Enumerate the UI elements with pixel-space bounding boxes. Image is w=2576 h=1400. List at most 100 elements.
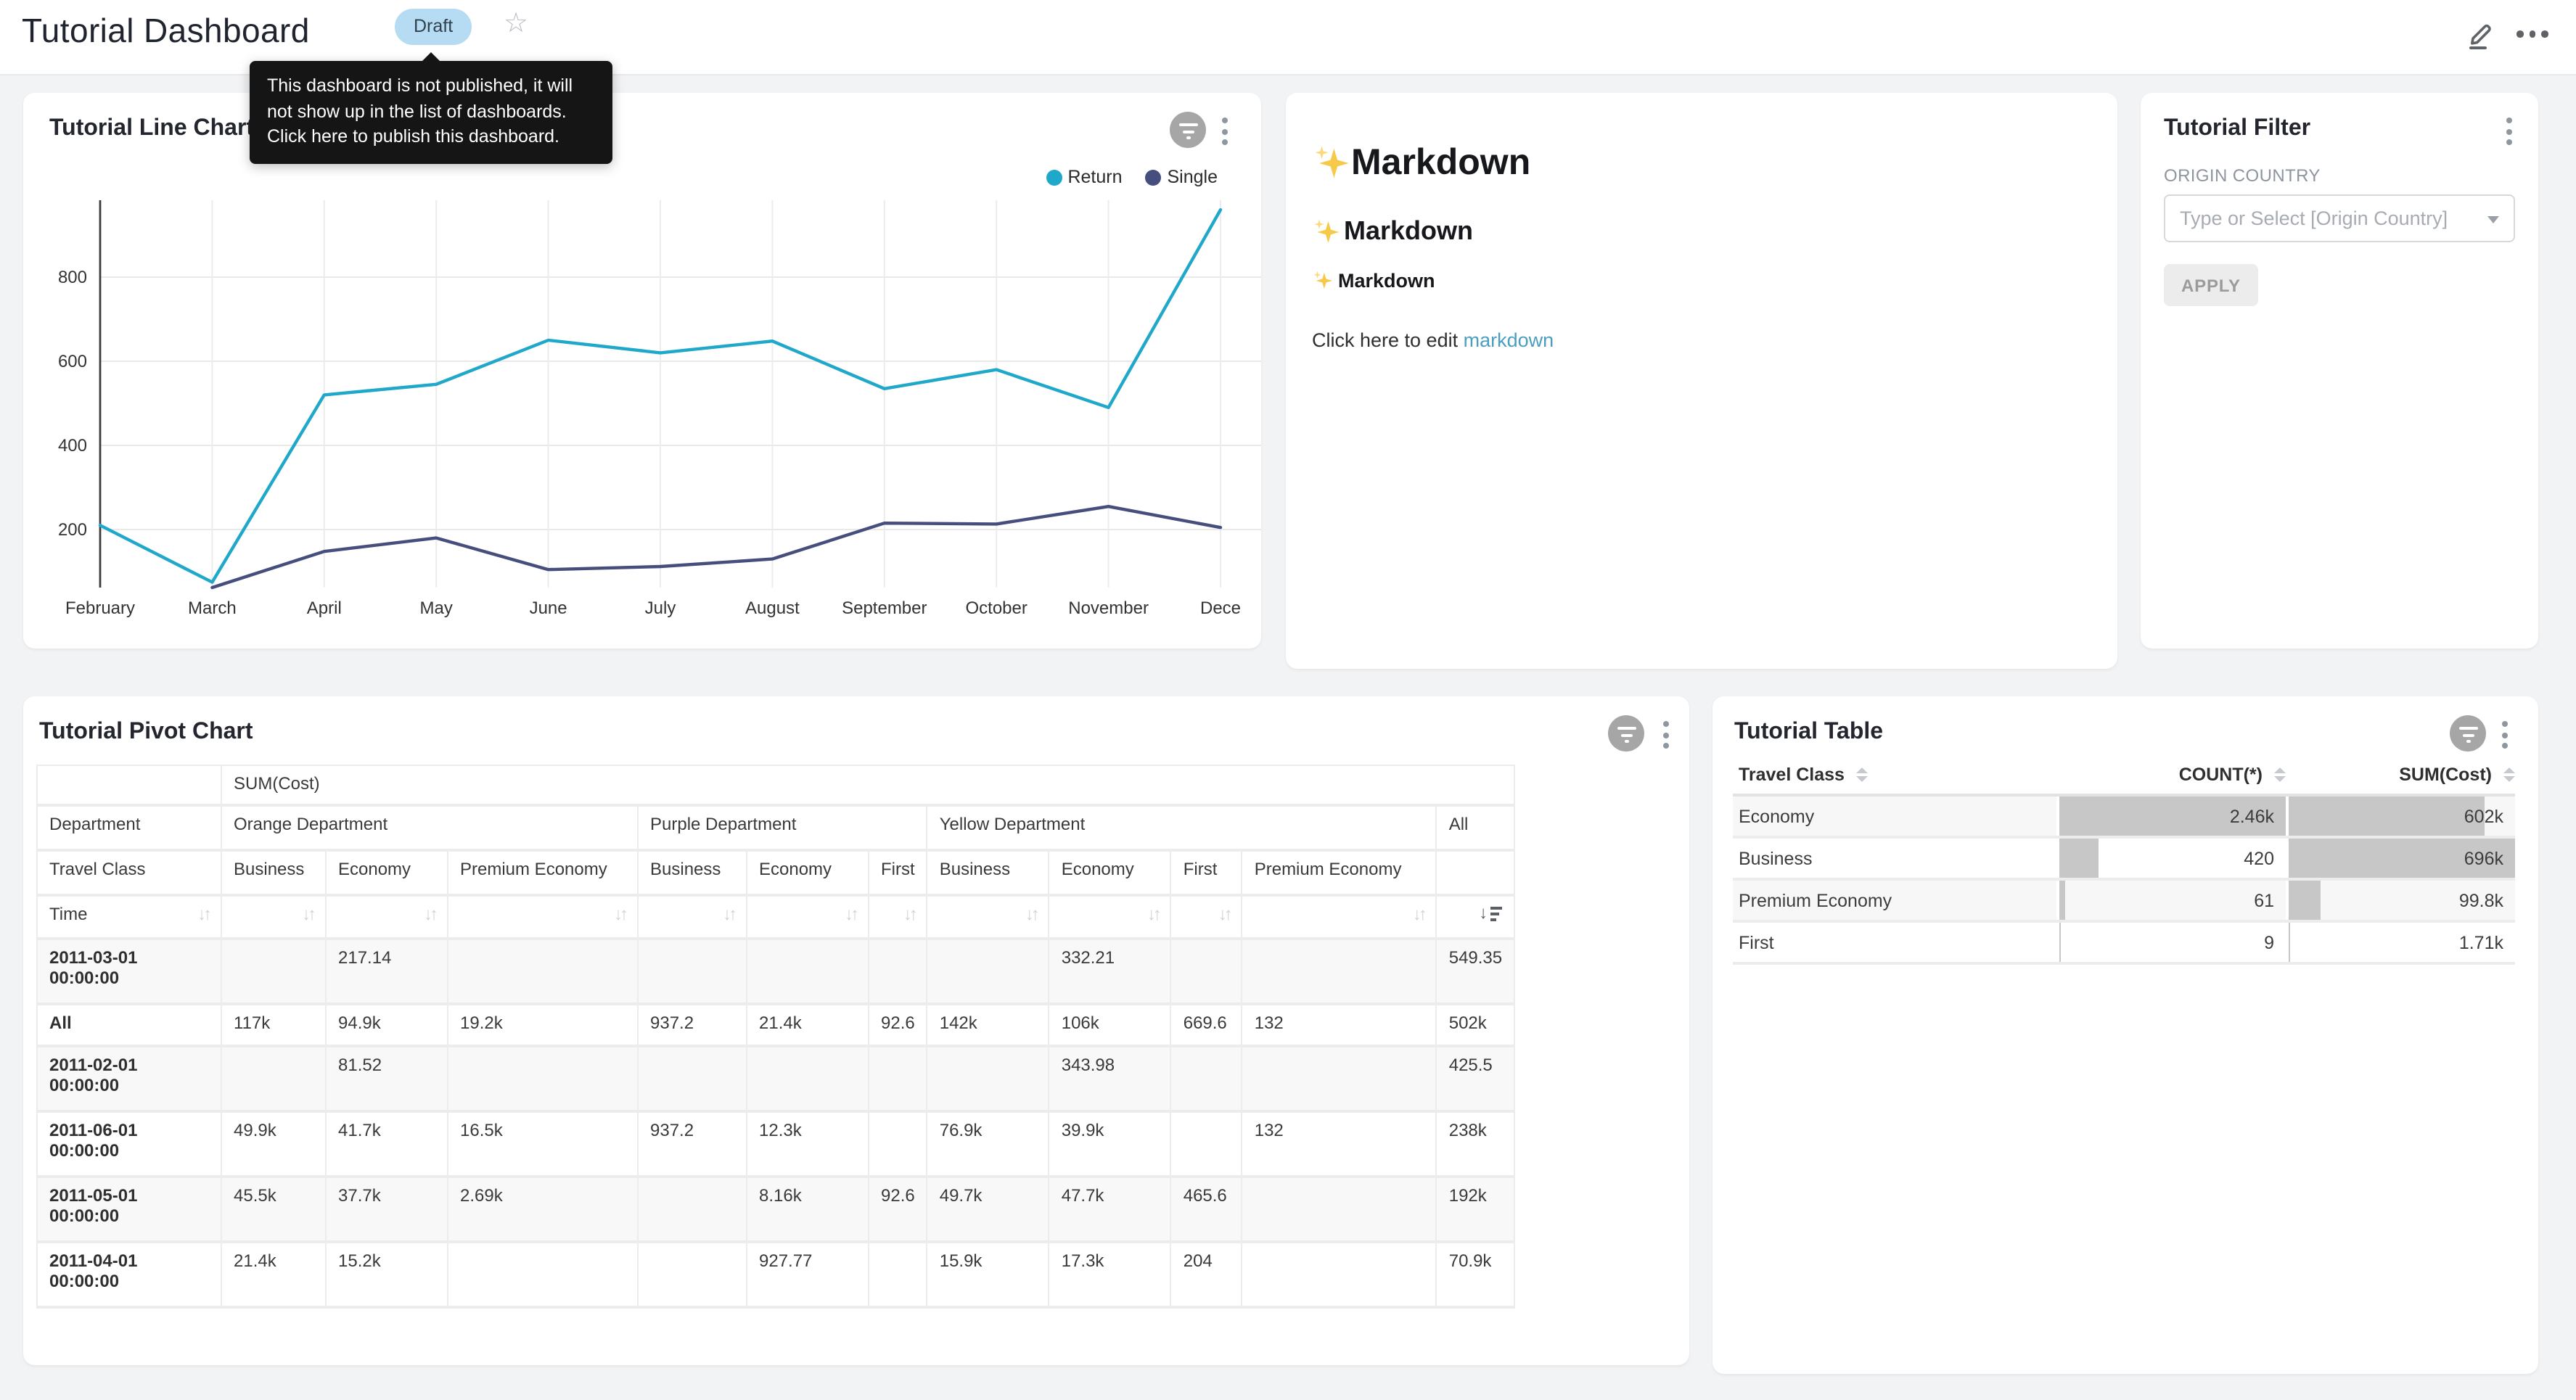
svg-text:May: May — [420, 598, 453, 618]
pivot-cell — [1172, 1047, 1243, 1113]
table-panel: Tutorial Table Travel Class COUNT(*) SUM… — [1712, 696, 2538, 1374]
pivot-chart-title: Tutorial Pivot Chart — [39, 720, 253, 746]
edit-pencil-icon[interactable] — [2461, 16, 2499, 54]
publish-tooltip[interactable]: This dashboard is not published, it will… — [250, 61, 612, 163]
data-table: Travel Class COUNT(*) SUM(Cost) Economy … — [1733, 756, 2515, 965]
pivot-cell: 117k — [222, 1005, 327, 1047]
sort-icon[interactable]: ↓↑ — [845, 904, 856, 924]
markdown-body: Markdown Markdown Markdown Click here to… — [1312, 107, 2091, 351]
sort-icon[interactable]: ↓↑ — [1147, 904, 1159, 924]
chart-menu-icon[interactable] — [1660, 718, 1672, 752]
pivot-cell — [1243, 1243, 1437, 1309]
pivot-col-header: Economy — [327, 852, 448, 897]
sparkles-icon — [1312, 217, 1341, 246]
pivot-cell — [747, 1047, 869, 1113]
pivot-sort-cell[interactable]: ↓↑ — [928, 897, 1050, 940]
filter-indicator-icon[interactable] — [1608, 715, 1644, 752]
pivot-time-header[interactable]: Time↓↑ — [36, 897, 222, 940]
pivot-cell — [222, 1047, 327, 1113]
pivot-sort-cell[interactable]: ↓↑ — [869, 897, 928, 940]
sort-icon[interactable]: ↓↑ — [197, 904, 209, 924]
pivot-col-header — [1437, 852, 1515, 897]
sort-icon[interactable]: ↓↑ — [614, 904, 625, 924]
table-header-count[interactable]: COUNT(*) — [2056, 765, 2286, 785]
pivot-row: 2011-05-01 00:00:0045.5k37.7k2.69k8.16k9… — [36, 1178, 1515, 1243]
pivot-cell: 502k — [1437, 1005, 1515, 1047]
pivot-cell: 45.5k — [222, 1178, 327, 1243]
pivot-dept-header: Department — [36, 807, 222, 852]
markdown-edit-link[interactable]: markdown — [1464, 329, 1554, 351]
sort-desc-active-icon[interactable]: ↓ — [1479, 904, 1502, 921]
draft-status-badge[interactable]: Draft — [395, 9, 472, 45]
pivot-sort-cell[interactable]: ↓↑ — [448, 897, 639, 940]
pivot-col-header: Business — [639, 852, 747, 897]
travel-class-cell: Economy — [1733, 796, 2056, 836]
chart-menu-icon[interactable] — [2499, 718, 2511, 752]
pivot-sort-cell[interactable]: ↓↑ — [327, 897, 448, 940]
pivot-group-header: Orange Department — [222, 807, 639, 852]
table-header-sum[interactable]: SUM(Cost) — [2286, 765, 2515, 785]
pivot-row-label: 2011-05-01 00:00:00 — [36, 1178, 222, 1243]
pivot-cell: 238k — [1437, 1113, 1515, 1178]
sort-icon[interactable]: ↓↑ — [1218, 904, 1230, 924]
pivot-sort-cell[interactable]: ↓ — [1437, 897, 1515, 940]
pivot-cell: 549.35 — [1437, 940, 1515, 1005]
sort-icon[interactable]: ↓↑ — [302, 904, 313, 924]
pivot-cell — [869, 1113, 928, 1178]
sort-icon[interactable]: ↓↑ — [723, 904, 734, 924]
table-row: Economy 2.46k 602k — [1733, 796, 2515, 839]
sort-icon[interactable]: ↓↑ — [1413, 904, 1424, 924]
sort-icon[interactable]: ↓↑ — [903, 904, 915, 924]
pivot-cell — [222, 940, 327, 1005]
pivot-class-header: Travel Class — [36, 852, 222, 897]
pivot-cell: 94.9k — [327, 1005, 448, 1047]
filter-indicator-icon[interactable] — [2450, 715, 2486, 752]
pivot-sort-cell[interactable]: ↓↑ — [1243, 897, 1437, 940]
pivot-corner-cell — [36, 765, 222, 807]
sort-icon[interactable]: ↓↑ — [424, 904, 435, 924]
ellipsis-icon[interactable] — [2516, 30, 2548, 37]
pivot-col-header: Business — [222, 852, 327, 897]
pivot-cell: 142k — [928, 1005, 1050, 1047]
pivot-row: 2011-02-01 00:00:0081.52343.98425.5 — [36, 1047, 1515, 1113]
markdown-paragraph: Click here to edit markdown — [1312, 329, 2091, 351]
pivot-cell: 343.98 — [1050, 1047, 1172, 1113]
pivot-cell — [639, 1047, 747, 1113]
line-chart-canvas[interactable]: 200400600800FebruaryMarchAprilMayJuneJul… — [23, 93, 1261, 648]
svg-text:August: August — [745, 598, 800, 618]
sort-icon[interactable]: ↓↑ — [1025, 904, 1037, 924]
apply-button[interactable]: APPLY — [2164, 264, 2258, 306]
pivot-row: 2011-03-01 00:00:00217.14332.21549.35 — [36, 940, 1515, 1005]
sort-caret-icon — [1856, 767, 1868, 782]
svg-text:June: June — [530, 598, 567, 618]
svg-text:600: 600 — [58, 352, 87, 371]
pivot-cell — [448, 940, 639, 1005]
sparkles-icon — [1312, 270, 1334, 292]
pivot-sort-cell[interactable]: ↓↑ — [222, 897, 327, 940]
pivot-sort-cell[interactable]: ↓↑ — [747, 897, 869, 940]
line-chart-panel: Tutorial Line Chart ReturnSingle 2004006… — [23, 93, 1261, 648]
pivot-row-label: 2011-03-01 00:00:00 — [36, 940, 222, 1005]
filter-menu-icon[interactable] — [2503, 115, 2515, 148]
pivot-cell — [869, 940, 928, 1005]
pivot-cell — [928, 1047, 1050, 1113]
select-placeholder: Type or Select [Origin Country] — [2180, 207, 2448, 229]
pivot-sort-cell[interactable]: ↓↑ — [1172, 897, 1243, 940]
pivot-col-header: First — [1172, 852, 1243, 897]
origin-country-select[interactable]: Type or Select [Origin Country] — [2164, 194, 2515, 242]
count-cell: 61 — [2056, 881, 2286, 920]
pivot-cell: 204 — [1172, 1243, 1243, 1309]
sort-caret-icon — [2503, 767, 2515, 782]
svg-text:September: September — [842, 598, 927, 618]
sparkles-icon — [1312, 144, 1351, 183]
table-header-row: Travel Class COUNT(*) SUM(Cost) — [1733, 756, 2515, 796]
pivot-cell: 15.9k — [928, 1243, 1050, 1309]
pivot-cell: 332.21 — [1050, 940, 1172, 1005]
pivot-sort-cell[interactable]: ↓↑ — [1050, 897, 1172, 940]
pivot-cell — [928, 940, 1050, 1005]
pivot-sort-cell[interactable]: ↓↑ — [639, 897, 747, 940]
table-header-travel-class[interactable]: Travel Class — [1733, 765, 2056, 785]
pivot-group-header: Yellow Department — [928, 807, 1437, 852]
markdown-panel: Markdown Markdown Markdown Click here to… — [1286, 93, 2117, 669]
star-icon[interactable]: ☆ — [504, 7, 528, 41]
